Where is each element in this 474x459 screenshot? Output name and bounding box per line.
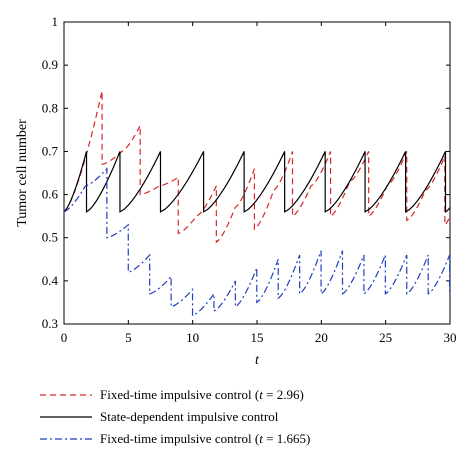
series-dashdot — [63, 167, 451, 317]
axis-ticks: 0 5 10 15 20 25 30 0.3 0.4 0.5 0.6 0.7 0.8 0.9 1 — [42, 14, 457, 345]
series-line-1 — [63, 151, 451, 214]
legend: Fixed-time impulsive control (t = 2.96) … — [40, 384, 460, 450]
x-tick-label: 25 — [379, 330, 392, 345]
x-tick-label: 15 — [251, 330, 264, 345]
y-tick-label: 0.5 — [42, 230, 58, 245]
y-tick-label: 0.8 — [42, 100, 58, 115]
series-line-0 — [63, 90, 451, 244]
y-tick-label: 0.4 — [42, 273, 59, 288]
legend-swatch-dashdot-blue — [40, 438, 92, 440]
y-tick-label: 0.9 — [42, 57, 58, 72]
legend-item-state-dependent: State-dependent impulsive control — [40, 406, 460, 428]
x-tick-label: 10 — [186, 330, 199, 345]
x-tick-label: 20 — [315, 330, 328, 345]
series-line-2 — [63, 167, 451, 317]
legend-swatch-dashed-red — [40, 394, 92, 396]
series-layer — [63, 90, 451, 317]
x-tick-label: 0 — [61, 330, 68, 345]
y-axis-label: Tumor cell number — [15, 119, 30, 227]
x-tick-label: 5 — [125, 330, 132, 345]
x-axis-label: t — [255, 353, 260, 368]
legend-item-fixed-1-665: Fixed-time impulsive control (t = 1.665) — [40, 428, 460, 450]
legend-swatch-solid-black — [40, 416, 92, 418]
x-tick-label: 30 — [444, 330, 457, 345]
legend-label: Fixed-time impulsive control (t = 2.96) — [100, 387, 304, 402]
y-tick-label: 1 — [52, 14, 59, 29]
legend-label: Fixed-time impulsive control (t = 1.665) — [100, 431, 311, 446]
y-tick-label: 0.6 — [42, 187, 59, 202]
plot-frame — [63, 21, 451, 325]
legend-label: State-dependent impulsive control — [100, 409, 279, 424]
y-tick-label: 0.3 — [42, 316, 58, 331]
series-dashed — [63, 90, 451, 244]
series-solid — [63, 151, 451, 214]
legend-item-fixed-2-96: Fixed-time impulsive control (t = 2.96) — [40, 384, 460, 406]
chart-svg: 0 5 10 15 20 25 30 0.3 0.4 0.5 0.6 0.7 0.8 0.9 1 Tumor… — [15, 14, 457, 368]
y-tick-label: 0.7 — [42, 143, 59, 158]
